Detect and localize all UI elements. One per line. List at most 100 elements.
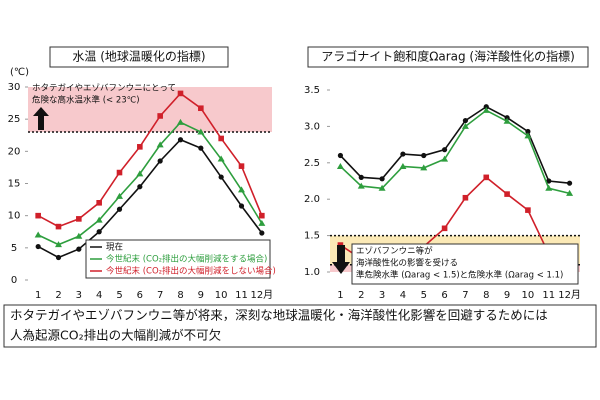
y-tick-label: 2.5: [304, 158, 320, 169]
y-tick-label: 25: [8, 114, 21, 125]
marker: [217, 155, 225, 162]
marker: [96, 229, 102, 235]
marker: [136, 170, 144, 177]
y-tick-label: 5: [11, 243, 17, 254]
marker: [137, 184, 143, 190]
annotation: エゾバフンウニ等が: [356, 246, 433, 257]
marker: [379, 176, 385, 182]
marker: [177, 118, 184, 125]
marker: [157, 113, 163, 119]
marker: [399, 162, 407, 169]
marker: [259, 230, 265, 236]
marker: [566, 180, 573, 186]
marker: [441, 155, 449, 162]
marker: [238, 203, 245, 209]
marker: [259, 212, 265, 219]
marker: [198, 105, 204, 112]
marker: [157, 158, 163, 164]
marker: [483, 174, 490, 181]
legend-label: 今世紀末 (CO₂排出の大幅削減をしない場合): [106, 266, 276, 277]
marker: [177, 90, 184, 97]
marker: [357, 182, 365, 189]
marker: [35, 212, 41, 219]
x-tick-label: 11: [542, 290, 555, 301]
marker: [545, 184, 553, 191]
marker: [76, 246, 82, 252]
y-tick-label: 10: [8, 211, 21, 222]
marker: [238, 186, 245, 193]
series-line: [339, 109, 570, 195]
marker: [197, 128, 205, 135]
marker: [461, 122, 469, 129]
x-tick-label: 9: [504, 290, 510, 301]
marker: [198, 145, 204, 151]
x-tick-label: 12月: [250, 289, 273, 301]
marker: [116, 169, 123, 176]
marker: [137, 144, 143, 150]
x-tick-label: 2: [358, 290, 364, 301]
marker: [75, 232, 83, 239]
x-tick-label: 8: [483, 290, 489, 301]
y-tick-label: 30: [8, 82, 21, 93]
marker: [218, 174, 224, 180]
series-line: [339, 105, 570, 184]
x-tick-label: 3: [379, 290, 385, 301]
marker: [482, 106, 490, 113]
y-unit: (℃): [10, 67, 29, 78]
x-tick-label: 7: [462, 290, 468, 301]
danger-band: [28, 87, 272, 133]
marker: [218, 135, 224, 142]
x-tick-label: 5: [421, 290, 427, 301]
marker: [55, 223, 62, 230]
footer-box: [3, 304, 597, 348]
chart-title: アラゴナイト飽和度Ωarag (海洋酸性化の指標): [321, 49, 575, 64]
legend-label: 今世紀末 (CO₂排出の大幅削減をする場合): [106, 254, 267, 265]
marker: [156, 141, 164, 148]
series-line: [37, 92, 263, 228]
x-tick-label: 6: [441, 290, 447, 301]
y-tick-label: 20: [8, 146, 21, 157]
annotation: ホタテガイやエゾバフンウニにとって: [32, 83, 176, 94]
marker: [238, 163, 245, 169]
y-tick-label: 1.0: [304, 267, 320, 278]
x-tick-label: 3: [76, 290, 82, 301]
marker: [378, 184, 386, 191]
marker: [96, 200, 102, 206]
marker: [55, 241, 62, 248]
annotation: 危険な高水温水準 (< 23℃): [32, 95, 140, 106]
title-box: [307, 46, 589, 68]
marker: [358, 174, 364, 180]
legend-box: [85, 239, 271, 279]
marker: [116, 206, 123, 212]
annotation-box: [351, 243, 579, 285]
y-tick-label: 1.5: [304, 231, 320, 242]
marker: [504, 191, 510, 197]
marker: [462, 117, 469, 124]
y-tick-label: 0: [11, 275, 17, 286]
x-tick-label: 1: [337, 290, 343, 301]
marker: [483, 104, 489, 110]
marker: [337, 152, 344, 159]
marker: [95, 216, 103, 223]
marker: [525, 128, 531, 135]
x-tick-label: 10: [215, 290, 228, 301]
arrow-down: [332, 245, 350, 274]
x-tick-label: 4: [400, 290, 406, 301]
marker: [76, 216, 82, 222]
marker: [258, 219, 266, 226]
x-tick-label: 9: [198, 290, 204, 301]
x-tick-label: 11: [235, 290, 248, 301]
x-tick-label: 4: [96, 290, 102, 301]
series-line: [37, 138, 263, 259]
marker: [34, 231, 42, 238]
x-tick-label: 8: [177, 290, 183, 301]
marker: [503, 117, 511, 124]
footer-line: 人為起源CO₂排出の大幅削減が不可欠: [10, 328, 221, 343]
x-tick-label: 12月: [558, 289, 581, 301]
marker: [336, 162, 344, 169]
y-tick-label: 2.0: [304, 194, 320, 205]
marker: [421, 152, 427, 159]
annotation: 準危険水準 (Ωarag < 1.5)と危険水準 (Ωarag < 1.1): [356, 270, 563, 281]
footer-line: ホタテガイやエゾバフンウニ等が将来，深刻な地球温暖化・海洋酸性化影響を回避するた…: [10, 308, 548, 323]
marker: [420, 164, 428, 171]
